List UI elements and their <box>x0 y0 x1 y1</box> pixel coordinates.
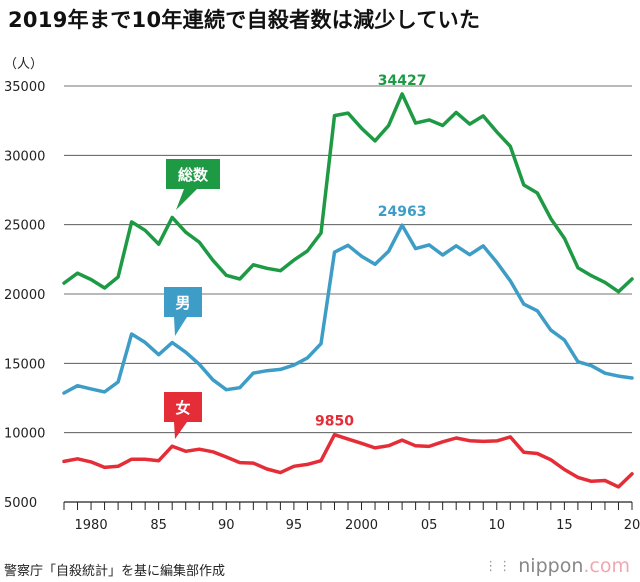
y-tick-label: 20000 <box>4 288 45 303</box>
y-tick-label: 30000 <box>4 149 45 164</box>
y-axis-unit: （人） <box>4 57 43 72</box>
x-tick-label: 20 <box>624 518 640 533</box>
series-tag-label-2: 男 <box>175 294 190 312</box>
logo-suffix: .com <box>583 555 630 577</box>
y-tick-label: 35000 <box>4 80 45 95</box>
x-tick-label: 2000 <box>345 518 378 533</box>
x-tick-label: 90 <box>218 518 235 533</box>
y-tick-label: 10000 <box>4 427 45 442</box>
series-line-2 <box>62 223 634 395</box>
x-tick-label: 05 <box>421 518 438 533</box>
source-note: 警察庁「自殺統計」を基に編集部作成 <box>4 564 226 579</box>
peak-label-2: 24963 <box>378 204 427 220</box>
series-tag-label-1: 総数 <box>178 166 209 184</box>
logo-text: nippon <box>518 555 584 577</box>
series-tag-label-3: 女 <box>175 399 190 417</box>
series-tag-3 <box>164 392 202 439</box>
x-tick-label: 15 <box>556 518 573 533</box>
series-tag-1 <box>166 159 220 210</box>
y-tick-label: 15000 <box>4 357 45 372</box>
series-line-1 <box>62 92 634 294</box>
x-tick-label: 1980 <box>75 518 108 533</box>
x-tick-label: 95 <box>286 518 303 533</box>
x-tick-label: 85 <box>150 518 167 533</box>
y-tick-label: 25000 <box>4 219 45 234</box>
series-line-3 <box>62 432 634 489</box>
x-axis: 1980 85 90 95 2000 05 10 15 20 <box>63 502 640 533</box>
y-axis: （人） 5000 10000 15000 20000 25000 30000 35000 <box>4 57 45 511</box>
y-tick-label: 5000 <box>4 496 37 511</box>
series-tag-2 <box>164 287 202 336</box>
peak-label-3: 9850 <box>315 414 354 430</box>
peak-label-1: 34427 <box>378 73 427 89</box>
logo-dots-icon: ⋮⋮ <box>484 558 513 574</box>
brand-logo: ⋮⋮ nippon .com <box>484 555 630 577</box>
series-lines <box>62 92 634 489</box>
chart-title: 2019年まで10年連続で自殺者数は減少していた <box>8 8 481 32</box>
x-tick-label: 10 <box>488 518 505 533</box>
